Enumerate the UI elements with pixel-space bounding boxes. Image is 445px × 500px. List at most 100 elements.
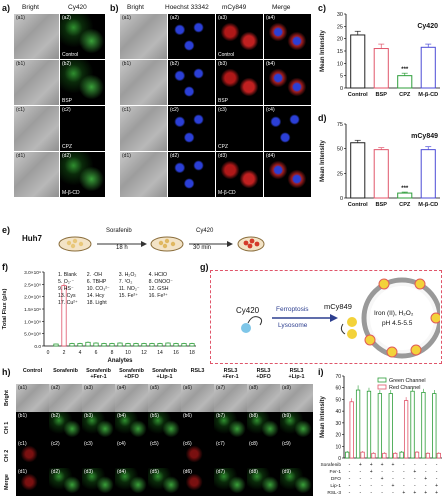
sign-mark: - (349, 476, 351, 482)
micrograph: (a2) Control (60, 14, 105, 59)
micrograph: (c3) (82, 440, 115, 468)
y-tick-label: 20 (335, 433, 341, 439)
chart-f: 0.0 5.0×10⁸ 1.0×10⁹ 1.5×10⁹ 2.0×10⁹ 2.5×10⁹ 3.… (2, 270, 196, 364)
sign-mark: - (359, 483, 361, 489)
micrograph: (b2) (168, 60, 215, 105)
micrograph: (b1) (120, 60, 167, 105)
micrograph: (a3) Control (216, 14, 263, 59)
y-tick-label: 40 (335, 409, 341, 415)
panel-h-col-head: RSL3 (190, 368, 205, 374)
culture-dish-icon (58, 236, 92, 252)
chart-d: 0 25 50 75 Mean Intensity mCy849 Control BSP CPZ… (320, 122, 440, 208)
legend-entry: 12. GSH (148, 286, 169, 292)
chart-title: mCy849 (411, 133, 438, 140)
micrograph: (d2) (168, 152, 215, 197)
row-label: Fer-1 (330, 469, 342, 475)
bar (101, 343, 107, 347)
micrograph: (a2) (49, 384, 82, 412)
x-tick-label: 0 (47, 350, 50, 356)
bar (350, 34, 366, 89)
sign-mark: - (403, 462, 405, 468)
x-tick-label: BSP (375, 92, 387, 98)
micrograph: (d3) (82, 468, 115, 496)
bar (360, 451, 365, 459)
sign-mark: + (413, 469, 416, 475)
legend-entry: 16. Fe³⁺ (148, 293, 168, 299)
panel-h-col-head: Sorafenib +DFO (119, 368, 144, 380)
legend-entry: 9. HS⁻ (58, 286, 74, 292)
panel-h-row-head: Bright (4, 390, 10, 406)
y-axis-label: Mean Intensity (320, 396, 326, 438)
micrograph: (c2) (49, 440, 82, 468)
bar (421, 391, 426, 459)
sign-mark: + (392, 462, 395, 468)
x-tick-label: M-β-CD (418, 202, 438, 208)
sign-mark: - (425, 483, 427, 489)
panel-h-col-head: Sorafenib +Fer-1 (86, 368, 111, 380)
sign-mark: + (381, 462, 384, 468)
bar (388, 393, 393, 459)
micrograph: (d2) M-β-CD (60, 152, 105, 197)
bar (93, 342, 99, 347)
panel-a-col-cy420: Cy420 (68, 4, 87, 11)
sign-mark: - (414, 476, 416, 482)
bar (85, 341, 91, 347)
micrograph: (d3) M-β-CD (216, 152, 263, 197)
panel-b-col-mcy849: mCy849 (222, 4, 247, 11)
y-tick-label: 10 (335, 444, 341, 450)
x-tick-label: 8 (111, 350, 114, 356)
sign-mark: - (436, 462, 438, 468)
bar (173, 343, 179, 347)
x-tick-label: 16 (173, 350, 179, 356)
bar (403, 400, 409, 459)
bar (117, 342, 123, 347)
arrow-top-label: Ferroptosis (276, 306, 309, 313)
sign-mark: + (392, 483, 395, 489)
sign-mark: - (370, 490, 372, 496)
y-tick-label: 50 (337, 147, 343, 153)
x-tick-label: 10 (125, 350, 131, 356)
panel-label-d: d) (318, 113, 327, 123)
y-tick-label: 0.0 (34, 344, 41, 350)
legend-entry: 5. O₂·⁻ (58, 279, 75, 285)
panel-label-h: h) (2, 367, 11, 377)
micrograph: (d1) (16, 468, 49, 496)
panel-label-c: c) (318, 3, 327, 13)
sign-mark: + (424, 476, 427, 482)
step1-top: Sorafenib (106, 228, 132, 234)
micrograph: (a1) (14, 14, 59, 59)
legend-entry: 4. HClO (148, 272, 168, 278)
sign-mark: + (381, 476, 384, 482)
row-label: DFO (331, 476, 341, 482)
sign-mark: - (414, 462, 416, 468)
micrograph: (c8) (247, 440, 280, 468)
bar (350, 142, 366, 199)
y-tick-label: 1.0×10⁹ (24, 319, 41, 325)
micrograph: (a7) (214, 384, 247, 412)
sign-mark: - (381, 483, 383, 489)
x-tick-label: Control (348, 92, 368, 98)
significance-label: *** (401, 67, 409, 73)
x-tick-label: 6 (95, 350, 98, 356)
micrograph: (c5) (148, 440, 181, 468)
micrograph: (c4) (115, 440, 148, 468)
x-tick-label: M-β-CD (418, 92, 438, 98)
x-tick-label: 12 (141, 350, 147, 356)
sign-mark: - (381, 469, 383, 475)
sign-mark: + (424, 490, 427, 496)
bar (393, 452, 398, 459)
sign-mark: - (392, 490, 394, 496)
micrograph: (c1) (14, 106, 59, 151)
cell-line-label: Huh7 (22, 234, 42, 243)
y-axis-label: Total Flux (p/s) (2, 289, 8, 330)
sign-mark: - (349, 490, 351, 496)
sign-mark: - (403, 483, 405, 489)
sign-mark: - (403, 476, 405, 482)
legend-entry: 17. Cu²⁺ (58, 300, 78, 306)
panel-label-b: b) (110, 3, 119, 13)
panel-label-g: g) (200, 262, 209, 272)
sign-mark: - (436, 469, 438, 475)
legend-label: Green Channel (389, 378, 426, 384)
y-tick-label: 5 (340, 74, 343, 80)
micrograph: (c3) CPZ (216, 106, 263, 151)
